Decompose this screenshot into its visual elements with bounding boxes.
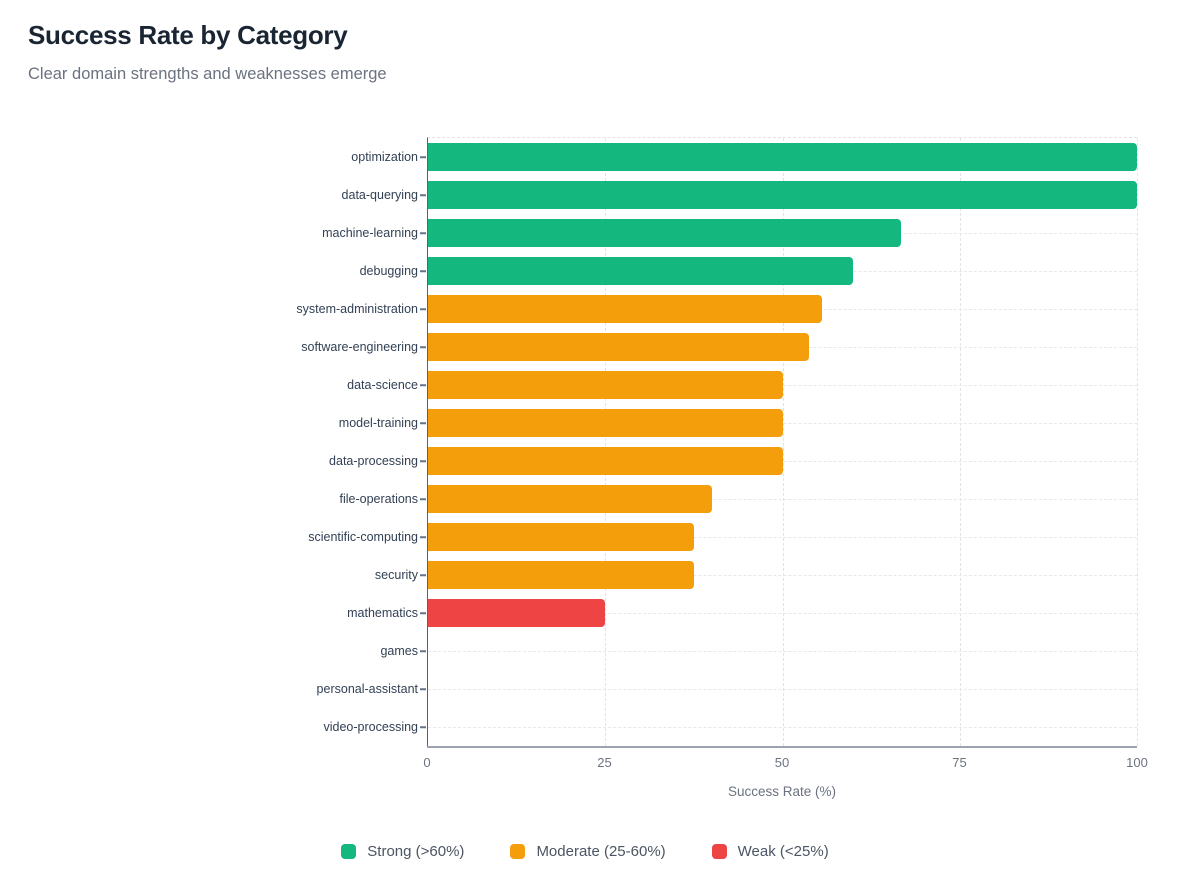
bar-data-processing [428, 447, 783, 475]
category-label: data-processing [329, 454, 418, 468]
page-subtitle: Clear domain strengths and weaknesses em… [28, 65, 387, 84]
y-tick [420, 688, 426, 690]
bar-data-querying [428, 181, 1137, 209]
chart-row: system-administration [296, 290, 1137, 328]
y-tick [420, 194, 426, 196]
y-tick [420, 460, 426, 462]
x-tick-label: 75 [952, 755, 967, 770]
chart-row: machine-learning [322, 214, 1137, 252]
chart-row: software-engineering [301, 328, 1137, 366]
category-label: video-processing [323, 720, 419, 734]
chart-row: scientific-computing [308, 518, 1137, 556]
y-tick [420, 612, 426, 614]
y-tick [420, 726, 426, 728]
category-label: debugging [359, 264, 418, 278]
bar-optimization [428, 143, 1137, 171]
category-label: games [380, 644, 418, 658]
x-tick-label: 0 [423, 755, 431, 770]
chart-row: security [375, 556, 1137, 594]
chart-row: optimization [351, 138, 1137, 176]
vertical-gridline [782, 138, 784, 746]
chart-row: video-processing [324, 708, 1137, 746]
bar-data-science [428, 371, 783, 399]
legend-label: Moderate (25-60%) [536, 843, 666, 860]
bar-file-operations [428, 485, 712, 513]
bar-machine-learning [428, 219, 901, 247]
horizontal-gridline [428, 651, 1137, 652]
horizontal-gridline [428, 575, 1137, 576]
category-label: machine-learning [322, 226, 418, 240]
horizontal-gridline [428, 423, 1137, 424]
chart-row: data-science [347, 366, 1137, 404]
y-tick [420, 270, 426, 272]
legend-label: Strong (>60%) [367, 843, 465, 860]
x-tick-label: 25 [597, 755, 612, 770]
chart-row: data-processing [329, 442, 1137, 480]
bar-scientific-computing [428, 523, 694, 551]
chart-row: personal-assistant [317, 670, 1137, 708]
y-tick [420, 232, 426, 234]
legend-swatch-strong [341, 844, 357, 859]
y-tick [420, 498, 426, 500]
bar-software-engineering [428, 333, 810, 361]
bar-debugging [428, 257, 854, 285]
category-label: model-training [338, 416, 418, 430]
horizontal-gridline [428, 727, 1137, 728]
vertical-gridline [959, 138, 961, 746]
plot-area: optimization data-querying machine-learnin… [296, 137, 1138, 746]
legend-swatch-weak [711, 844, 727, 859]
horizontal-gridline [428, 689, 1137, 690]
x-axis-title: Success Rate (%) [727, 784, 837, 799]
chart-row: model-training [339, 404, 1137, 442]
chart-row: data-querying [342, 176, 1137, 214]
chart-row: file-operations [339, 480, 1137, 518]
y-tick [420, 574, 426, 576]
legend-item-strong[interactable]: Strong (>60%) [341, 843, 464, 860]
bar-mathematics [428, 599, 606, 627]
chart-header: Success Rate by Category Clear domain st… [0, 0, 1200, 84]
category-label: scientific-computing [308, 530, 418, 544]
x-axis: 0 25 50 75 100 [423, 746, 1148, 776]
category-label: software-engineering [301, 340, 418, 354]
vertical-gridline [605, 138, 607, 746]
chart-legend: Strong (>60%) Moderate (25-60%) Weak (<2… [0, 843, 1170, 860]
bar-security [428, 561, 694, 589]
y-tick [420, 346, 426, 348]
vertical-gridline [1137, 138, 1138, 746]
horizontal-gridline [428, 537, 1137, 538]
y-tick [420, 422, 426, 424]
y-tick [420, 156, 426, 158]
bar-model-training [428, 409, 783, 437]
category-label: file-operations [339, 492, 418, 506]
category-label: security [374, 568, 418, 582]
category-label: system-administration [296, 302, 418, 316]
horizontal-gridline [428, 613, 1137, 614]
legend-label: Weak (<25%) [737, 843, 829, 860]
category-label: optimization [351, 150, 418, 164]
horizontal-gridline [428, 499, 1137, 500]
y-tick [420, 650, 426, 652]
bar-chart: optimization data-querying machine-learnin… [0, 137, 1200, 799]
y-tick [420, 308, 426, 310]
horizontal-gridline [428, 385, 1137, 386]
x-tick-label: 100 [1126, 755, 1148, 770]
horizontal-gridline [428, 461, 1137, 462]
legend-item-weak[interactable]: Weak (<25%) [711, 843, 829, 860]
legend-item-moderate[interactable]: Moderate (25-60%) [510, 843, 666, 860]
chart-row: games [380, 632, 1137, 670]
chart-row: debugging [360, 252, 1137, 290]
x-tick-label: 50 [774, 755, 790, 770]
bar-system-administration [428, 295, 823, 323]
y-tick [420, 384, 426, 386]
category-label: mathematics [347, 606, 418, 620]
y-tick [420, 536, 426, 538]
category-label: data-science [347, 378, 418, 392]
category-label: personal-assistant [316, 682, 418, 696]
category-label: data-querying [341, 188, 418, 202]
page-title: Success Rate by Category [28, 20, 348, 50]
legend-swatch-moderate [510, 844, 526, 859]
chart-row: mathematics [347, 594, 1137, 632]
